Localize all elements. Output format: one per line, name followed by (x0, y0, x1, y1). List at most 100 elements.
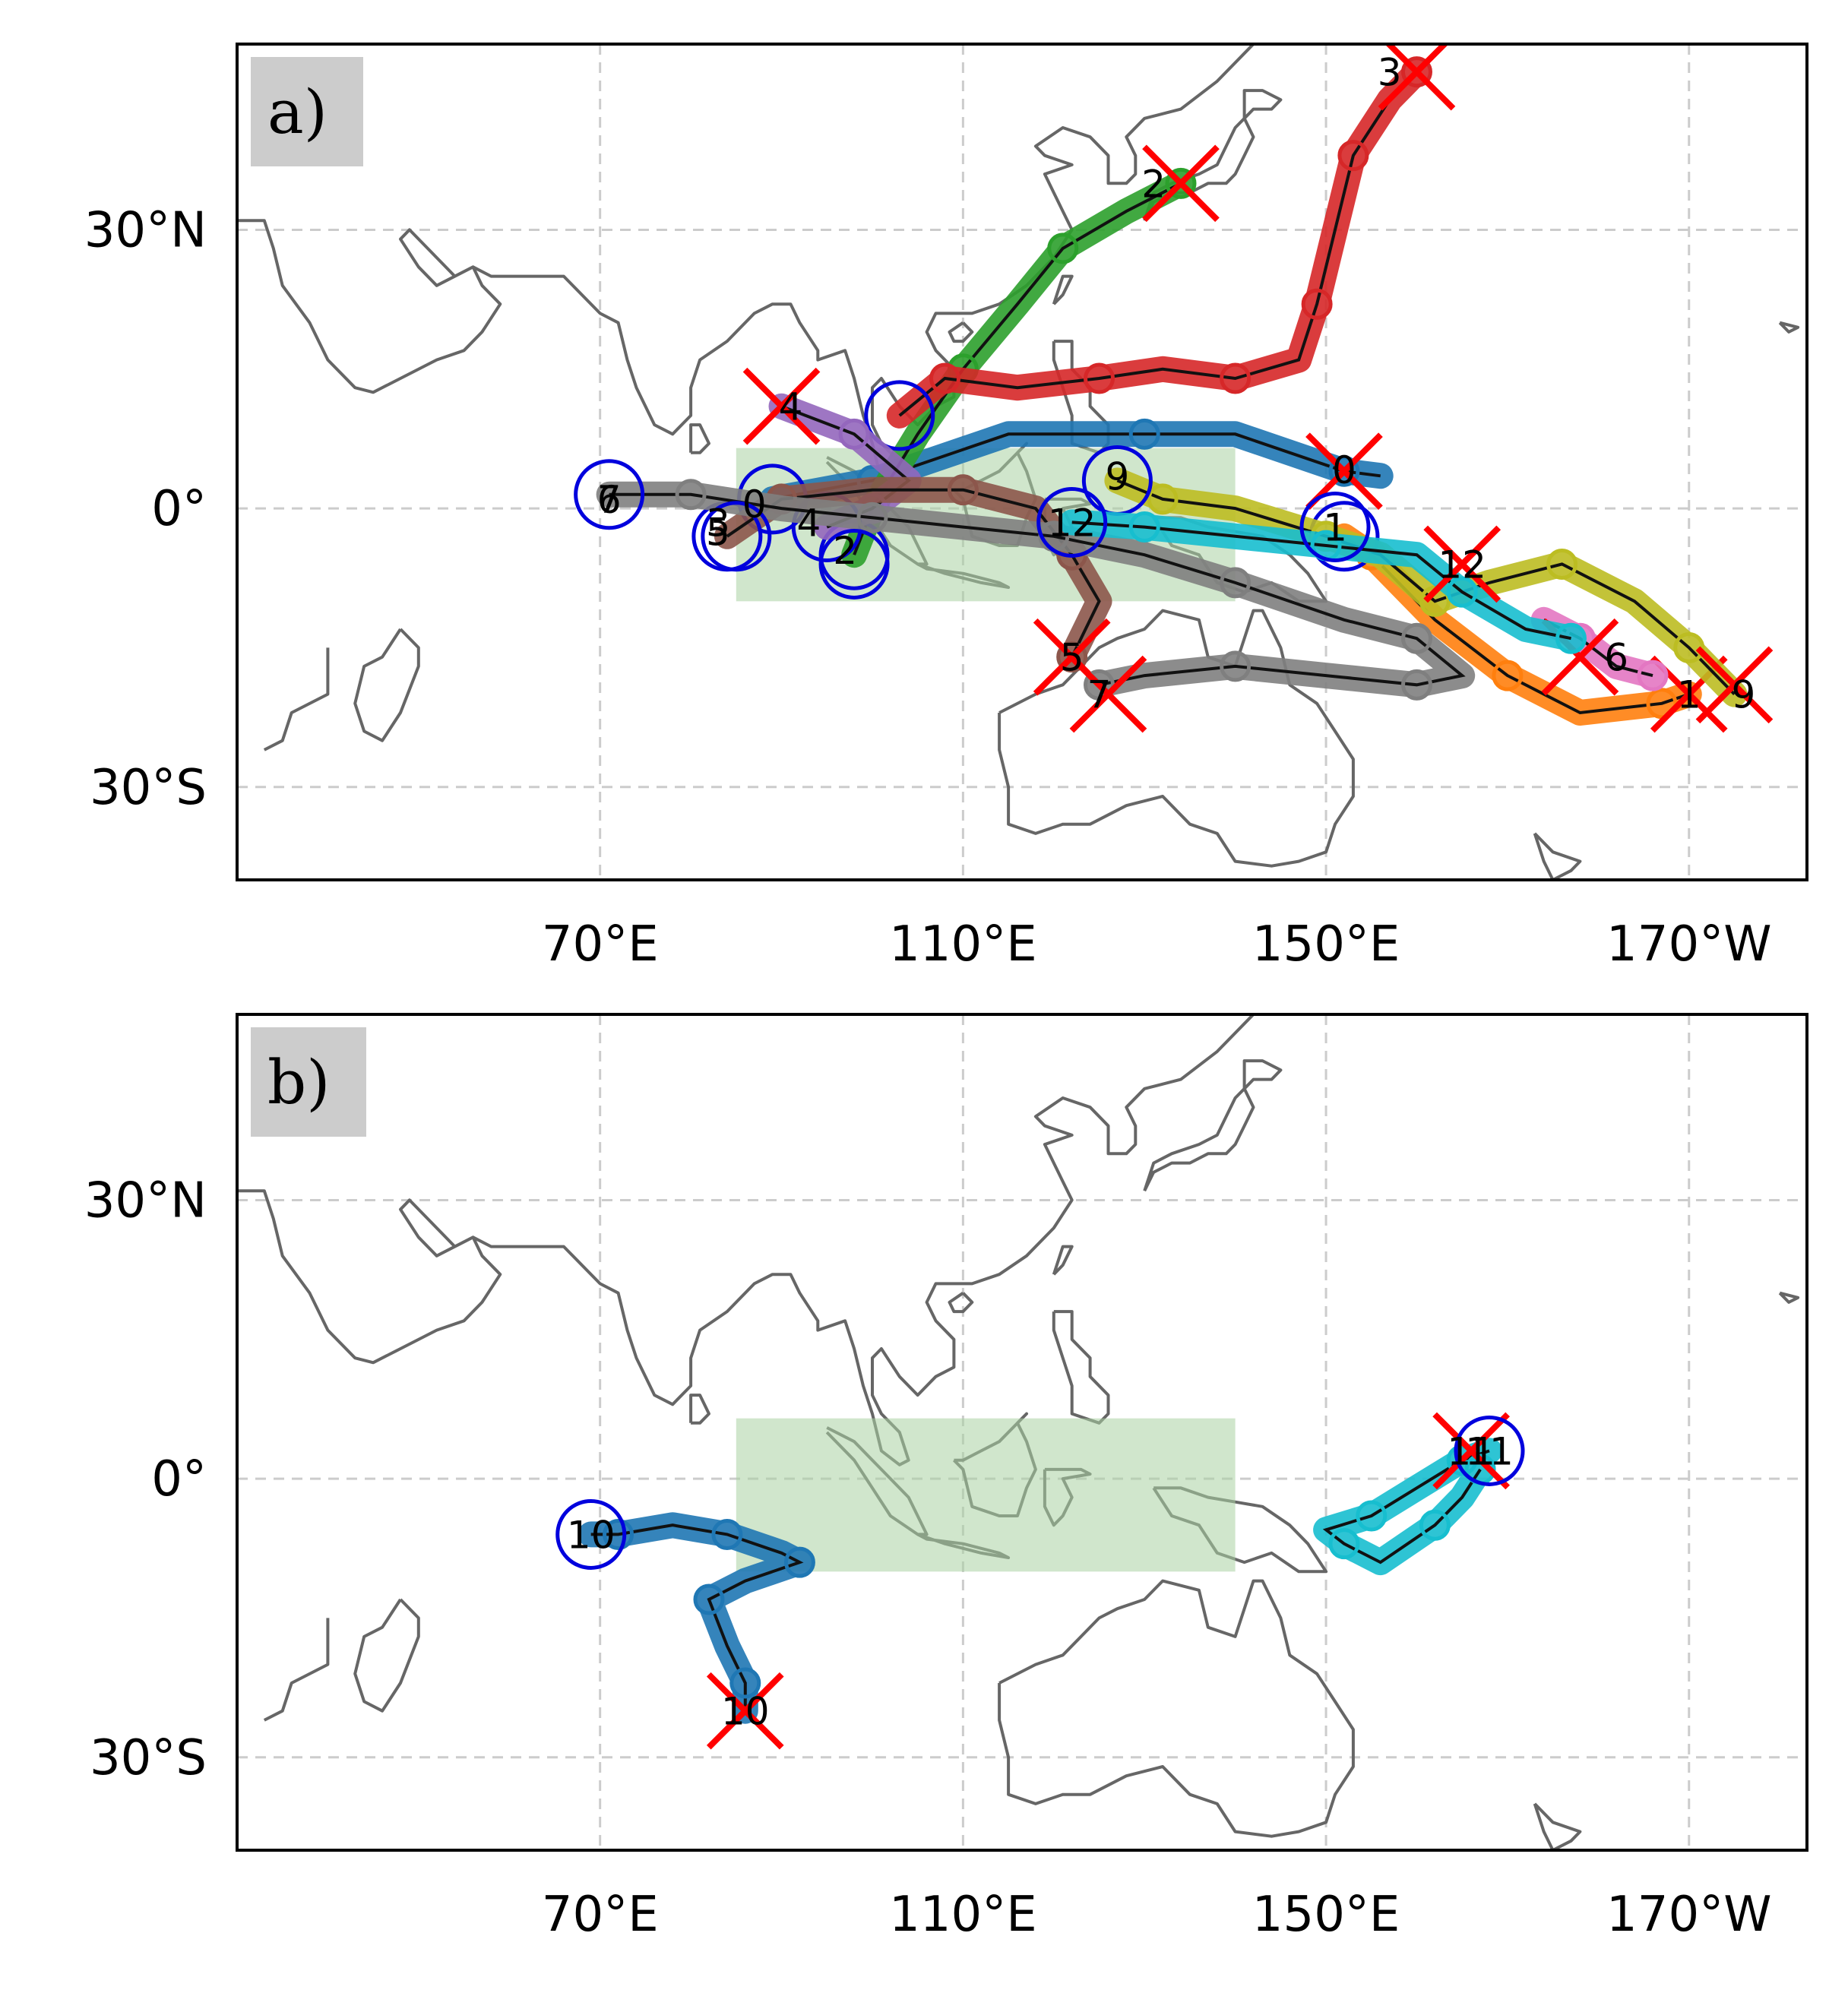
start-marker (555, 1498, 627, 1570)
track-line (590, 1523, 804, 1711)
y-tick-labels: 30°N 0° 30°S (84, 202, 207, 815)
plot-frame (236, 43, 1808, 881)
track-point (729, 1667, 761, 1699)
track-point (1356, 1500, 1388, 1532)
track-point (675, 479, 707, 511)
coastline (1280, 1859, 1308, 1883)
end-marker (1142, 144, 1220, 223)
coastline (1533, 832, 1582, 880)
track-point (1400, 56, 1432, 88)
coastline (948, 321, 974, 343)
panel-label-box (251, 1027, 366, 1137)
x-tick-label: 170°W (1606, 1887, 1771, 1943)
coastline (1533, 1802, 1582, 1850)
coastline (1052, 274, 1074, 305)
x-tick-label: 110°E (889, 1887, 1037, 1943)
x-tick-label: 70°E (542, 916, 659, 973)
coastline (237, 44, 1255, 496)
start-marker (818, 528, 890, 600)
coastline (998, 1579, 1355, 1838)
track-line (1116, 479, 1736, 695)
track-id-label: 12 (1048, 501, 1096, 545)
coastline (998, 609, 1355, 868)
track-point (1328, 1528, 1360, 1560)
x-tick-labels: 70°E 110°E 150°E 170°W (542, 1887, 1772, 1943)
y-tick-label: 0° (151, 481, 207, 537)
track-3 (864, 44, 1456, 451)
x-tick-label: 150°E (1252, 916, 1400, 973)
track-line (609, 492, 1466, 687)
coastline (1052, 1245, 1074, 1276)
track-point (1220, 567, 1252, 599)
track-point (783, 1546, 815, 1578)
coastline (1242, 89, 1283, 120)
track-point (1446, 1444, 1478, 1476)
track-id-label: 10 (567, 1513, 615, 1557)
track-id-label: 3 (706, 501, 730, 545)
coastline (1052, 1310, 1110, 1425)
coastline (948, 1292, 974, 1314)
track-point (1400, 622, 1432, 654)
coastlines (237, 1014, 1800, 1906)
track-id-label: 4 (796, 501, 821, 545)
track-id-label: 9 (1731, 673, 1755, 717)
coastline (1778, 1291, 1800, 1304)
track-7 (574, 459, 1476, 733)
coastline (263, 1618, 330, 1722)
y-tick-label: 30°N (84, 202, 207, 258)
track-10 (555, 1498, 815, 1750)
start-marker (574, 459, 645, 530)
track-id-label: 1 (1323, 506, 1347, 550)
track-id-label: 10 (721, 1690, 770, 1734)
track-id-label: 0 (1332, 448, 1356, 492)
track-id-label: 2 (1141, 162, 1166, 206)
highlight-region (736, 1418, 1236, 1572)
end-marker (1033, 618, 1111, 696)
track-point (1546, 548, 1578, 580)
track-id-label: 4 (779, 385, 803, 429)
track-band (578, 1512, 813, 1724)
end-marker (1069, 655, 1147, 733)
x-tick-labels: 70°E 110°E 150°E 170°W (542, 916, 1772, 973)
track-11 (1313, 1412, 1525, 1576)
track-id-label: 7 (597, 478, 622, 522)
track-point (1128, 418, 1160, 450)
track-id-label: 11 (1447, 1429, 1495, 1473)
track-point (838, 418, 870, 450)
track-point (1165, 167, 1197, 199)
coastline (1480, 889, 1544, 935)
track-id-label: 6 (597, 478, 622, 522)
coastline (1480, 1859, 1544, 1906)
end-marker (1432, 1412, 1510, 1490)
plot-frame (236, 1013, 1808, 1852)
track-id-label: 2 (833, 529, 857, 573)
track-point (1220, 362, 1252, 394)
y-tick-label: 30°N (84, 1172, 207, 1229)
coastline (353, 1598, 420, 1713)
x-tick-label: 150°E (1252, 1887, 1400, 1943)
panel-label: b) (267, 1047, 330, 1118)
track-point (1446, 576, 1478, 608)
track-point (947, 474, 979, 506)
track-point (1301, 288, 1333, 320)
track-12 (1036, 486, 1587, 654)
track-point (1400, 669, 1432, 701)
track-point (1128, 511, 1160, 543)
track-point (929, 362, 960, 394)
track-point (693, 1583, 725, 1615)
start-marker (1036, 486, 1108, 558)
track-point (1147, 483, 1179, 515)
coastline (1143, 1087, 1255, 1192)
panel-label-box (251, 57, 363, 166)
track-id-label: 5 (706, 511, 730, 555)
panel-label: a) (267, 77, 328, 147)
start-marker (1299, 492, 1371, 563)
track-point (711, 1518, 743, 1550)
track-point (1084, 362, 1115, 394)
track-point (1637, 660, 1669, 691)
track-point (1673, 631, 1705, 663)
coastline (263, 647, 330, 751)
end-marker (1423, 525, 1502, 603)
track-point (1337, 140, 1369, 172)
